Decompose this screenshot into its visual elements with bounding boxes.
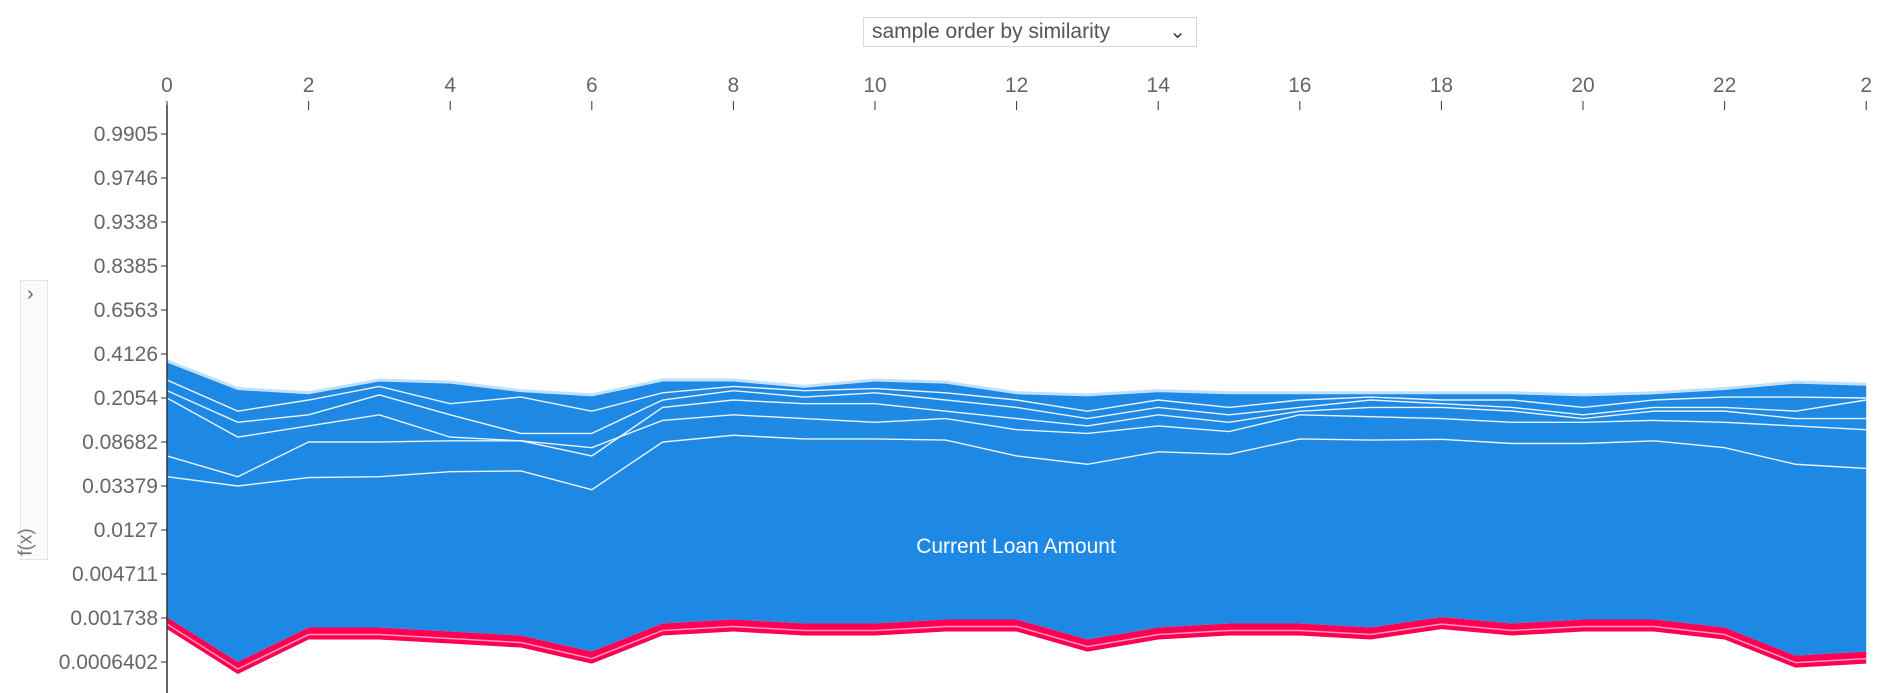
y-tick-label: 0.08682 xyxy=(82,431,158,454)
x-tick-label: 18 xyxy=(1430,74,1453,97)
feature-boundary-line xyxy=(166,389,1867,435)
x-tick-label: 12 xyxy=(1005,74,1028,97)
chevron-right-icon[interactable]: › xyxy=(27,283,34,305)
y-tick-label: 0.6563 xyxy=(94,299,158,322)
negative-effect-area xyxy=(167,360,1867,662)
feature-boundary-line xyxy=(166,434,1867,491)
y-tick-label: 0.4126 xyxy=(94,343,158,366)
x-tick-label: 0 xyxy=(161,74,173,97)
y-tick-label: 0.9746 xyxy=(94,167,158,190)
sample-order-select[interactable]: sample order by similarity ⌄ xyxy=(863,17,1197,47)
y-tick-label: 0.001738 xyxy=(70,607,158,630)
x-tick-label: 16 xyxy=(1288,74,1311,97)
feature-boundary-line xyxy=(166,379,1867,412)
y-tick-label: 0.004711 xyxy=(72,563,158,586)
x-tick-label: 2 xyxy=(303,74,315,97)
y-axis: 0.9905 0.9746 0.9338 0.8385 0.6563 0.4126 0.20… xyxy=(59,105,168,693)
positive-feature-boundary-line xyxy=(166,623,1867,670)
x-tick-label: 4 xyxy=(444,74,456,97)
y-tick-label: 0.03379 xyxy=(82,475,158,498)
x-axis: 0 2 4 6 8 10 12 14 16 18 20 22 2 xyxy=(161,74,1883,110)
negative-top-outline xyxy=(166,359,1867,397)
y-tick-label: 0.9905 xyxy=(94,123,158,146)
x-tick-label: 8 xyxy=(728,74,740,97)
y-tick-label: 0.2054 xyxy=(94,387,159,410)
positive-effect-area xyxy=(167,617,1867,674)
feature-boundary-line xyxy=(166,397,1867,457)
x-tick-label: 22 xyxy=(1713,74,1736,97)
plot-areas xyxy=(166,359,1867,674)
sample-order-select-value: sample order by similarity xyxy=(872,20,1111,43)
feature-boundary-line xyxy=(166,414,1867,478)
side-panel-toggle[interactable]: › f(x) xyxy=(16,280,48,560)
y-tick-label: 0.8385 xyxy=(94,255,158,278)
x-tick-label: 6 xyxy=(586,74,598,97)
chevron-down-icon: ⌄ xyxy=(1169,21,1186,43)
x-tick-label: 14 xyxy=(1147,74,1171,97)
x-tick-label: 10 xyxy=(863,74,886,97)
y-tick-label: 0.0006402 xyxy=(59,651,158,674)
y-tick-label: 0.9338 xyxy=(94,211,158,234)
y-tick-label: 0.0127 xyxy=(94,519,158,542)
x-tick-label: 20 xyxy=(1571,74,1594,97)
feature-label: Current Loan Amount xyxy=(916,535,1116,558)
x-tick-label: 2 xyxy=(1860,74,1872,97)
